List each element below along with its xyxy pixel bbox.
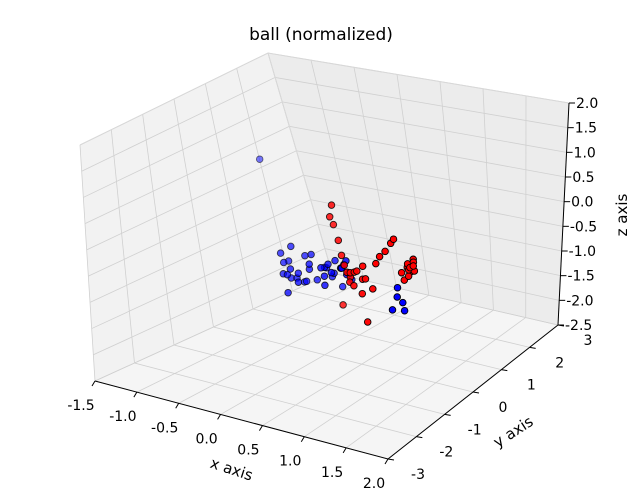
scatter-point-blue	[338, 282, 347, 291]
x-tick-label: -0.5	[151, 420, 178, 436]
z-tick-label: 2.0	[576, 96, 598, 112]
y-tick	[387, 458, 395, 461]
scatter-point-blue	[320, 272, 329, 280]
scatter-points	[255, 155, 419, 326]
scatter-point-red	[404, 272, 413, 280]
scatter-point-blue	[400, 306, 409, 315]
z-axis-label: z axis	[613, 193, 631, 236]
y-tick	[472, 391, 480, 394]
scatter-point-red	[389, 235, 398, 243]
scatter-point-red	[329, 220, 338, 229]
scatter-point-blue	[286, 265, 295, 273]
y-axis-label: y axis	[490, 412, 537, 451]
x-tick	[175, 403, 180, 409]
scatter-point-blue	[276, 249, 285, 257]
scatter-point-red	[397, 268, 406, 277]
scatter-point-blue	[294, 278, 303, 286]
chart-title: ball (normalized)	[249, 25, 393, 45]
scatter-point-blue	[301, 251, 309, 260]
z-axis-line	[557, 102, 570, 326]
x-tick-label: 1.5	[321, 465, 343, 481]
x-tick-label: 2.0	[363, 476, 385, 492]
scatter-point-blue	[305, 260, 313, 268]
pane-edge-corner	[267, 52, 333, 274]
y-tick	[444, 413, 451, 416]
scatter-point-blue	[393, 283, 402, 292]
scatter-point-red	[363, 318, 372, 326]
scatter-point-blue	[331, 256, 339, 265]
y-tick-label: -1	[468, 422, 482, 438]
y-tick-label: 1	[527, 378, 536, 394]
y-tick-label: -3	[411, 467, 425, 483]
x-tick	[133, 391, 138, 398]
scatter-point-blue	[313, 276, 322, 284]
scatter-point-red	[325, 213, 334, 221]
scatter-point-red	[358, 262, 367, 270]
scatter-point-red	[350, 281, 358, 290]
scatter-point-blue	[324, 260, 332, 268]
y-tick	[416, 436, 423, 439]
scatter-point-blue	[302, 277, 311, 286]
x-tick-label: -1.5	[67, 398, 94, 414]
y-tick	[501, 369, 508, 372]
scatter-point-blue	[393, 293, 401, 301]
scatter-point-red	[358, 289, 367, 298]
z-tick-label: 0.5	[572, 170, 594, 186]
scatter-point-red	[372, 259, 380, 268]
scatter-point-red	[375, 252, 384, 261]
z-tick-label: 0.0	[571, 195, 593, 211]
scatter-point-red	[361, 275, 370, 283]
z-tick-label: -1.0	[569, 244, 596, 260]
scatter-point-blue	[283, 270, 292, 279]
x-axis-line	[94, 380, 389, 460]
y-tick-label: 0	[499, 400, 508, 416]
y-tick-label: -2	[439, 445, 453, 461]
scatter-point-red	[339, 301, 347, 309]
x-tick	[217, 414, 222, 420]
scatter-point-blue	[284, 288, 292, 297]
z-tick-label: -1.5	[567, 269, 594, 285]
z-tick-label: -0.5	[570, 219, 597, 235]
x-tick-label: 0.5	[237, 443, 259, 459]
x-tick-label: 1.0	[279, 454, 301, 470]
axes-panes	[80, 53, 569, 459]
scatter-point-red	[369, 285, 377, 293]
z-tick-label: -2.0	[566, 293, 593, 309]
x-tick	[384, 458, 389, 465]
scatter-point-blue	[294, 269, 303, 277]
x-tick-label: 0.0	[195, 431, 217, 447]
z-tick-label: 1.5	[575, 121, 597, 137]
pane-left	[80, 53, 332, 381]
scatter-point-blue	[287, 242, 295, 251]
scatter-point-red	[353, 267, 361, 275]
x-tick	[91, 380, 96, 387]
scatter-point-blue	[321, 281, 329, 290]
scatter-point-red	[327, 201, 336, 209]
scatter-point-red	[381, 247, 389, 256]
x-tick-label: -1.0	[109, 409, 136, 425]
z-tick-label: 1.0	[574, 145, 596, 161]
scatter-point-red	[334, 236, 343, 245]
x-tick	[258, 425, 263, 431]
scatter-point-blue	[399, 298, 407, 307]
scatter-point-blue	[255, 155, 264, 163]
y-tick-label: 2	[555, 355, 564, 371]
axes-ticks: -1.5-1.0-0.50.00.51.01.52.0-3-2-10123-2.…	[67, 96, 598, 492]
scatter-point-blue	[307, 250, 315, 259]
scatter-point-red	[409, 262, 418, 270]
scatter-point-blue	[388, 306, 397, 314]
y-tick-label: 3	[584, 333, 593, 349]
y-tick	[529, 346, 536, 349]
scatter-point-red	[337, 251, 346, 260]
x-tick	[300, 436, 305, 442]
z-tick-label: -2.5	[565, 318, 592, 334]
scatter-point-blue	[317, 264, 325, 272]
scatter-point-red	[340, 261, 349, 269]
x-tick	[342, 447, 347, 454]
scatter-point-blue	[279, 258, 288, 267]
pane-floor	[95, 273, 558, 459]
scatter-point-blue	[327, 268, 336, 277]
